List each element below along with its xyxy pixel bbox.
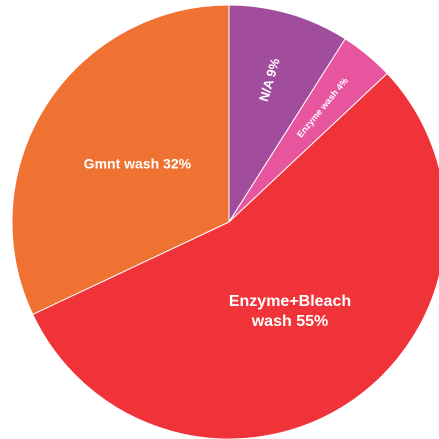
pie-slice bbox=[31, 72, 439, 439]
value-label: 55% bbox=[296, 312, 329, 330]
data-label: Gmnt wash 32% bbox=[84, 155, 191, 173]
pie-slice bbox=[11, 4, 230, 316]
category-label: Gmnt wash bbox=[83, 155, 160, 172]
pie-slice bbox=[228, 4, 346, 224]
value-label: 32% bbox=[163, 155, 192, 172]
data-label: Enzyme+Bleach wash 55% bbox=[215, 292, 365, 332]
category-label: Enzyme+Bleach wash bbox=[228, 292, 352, 330]
